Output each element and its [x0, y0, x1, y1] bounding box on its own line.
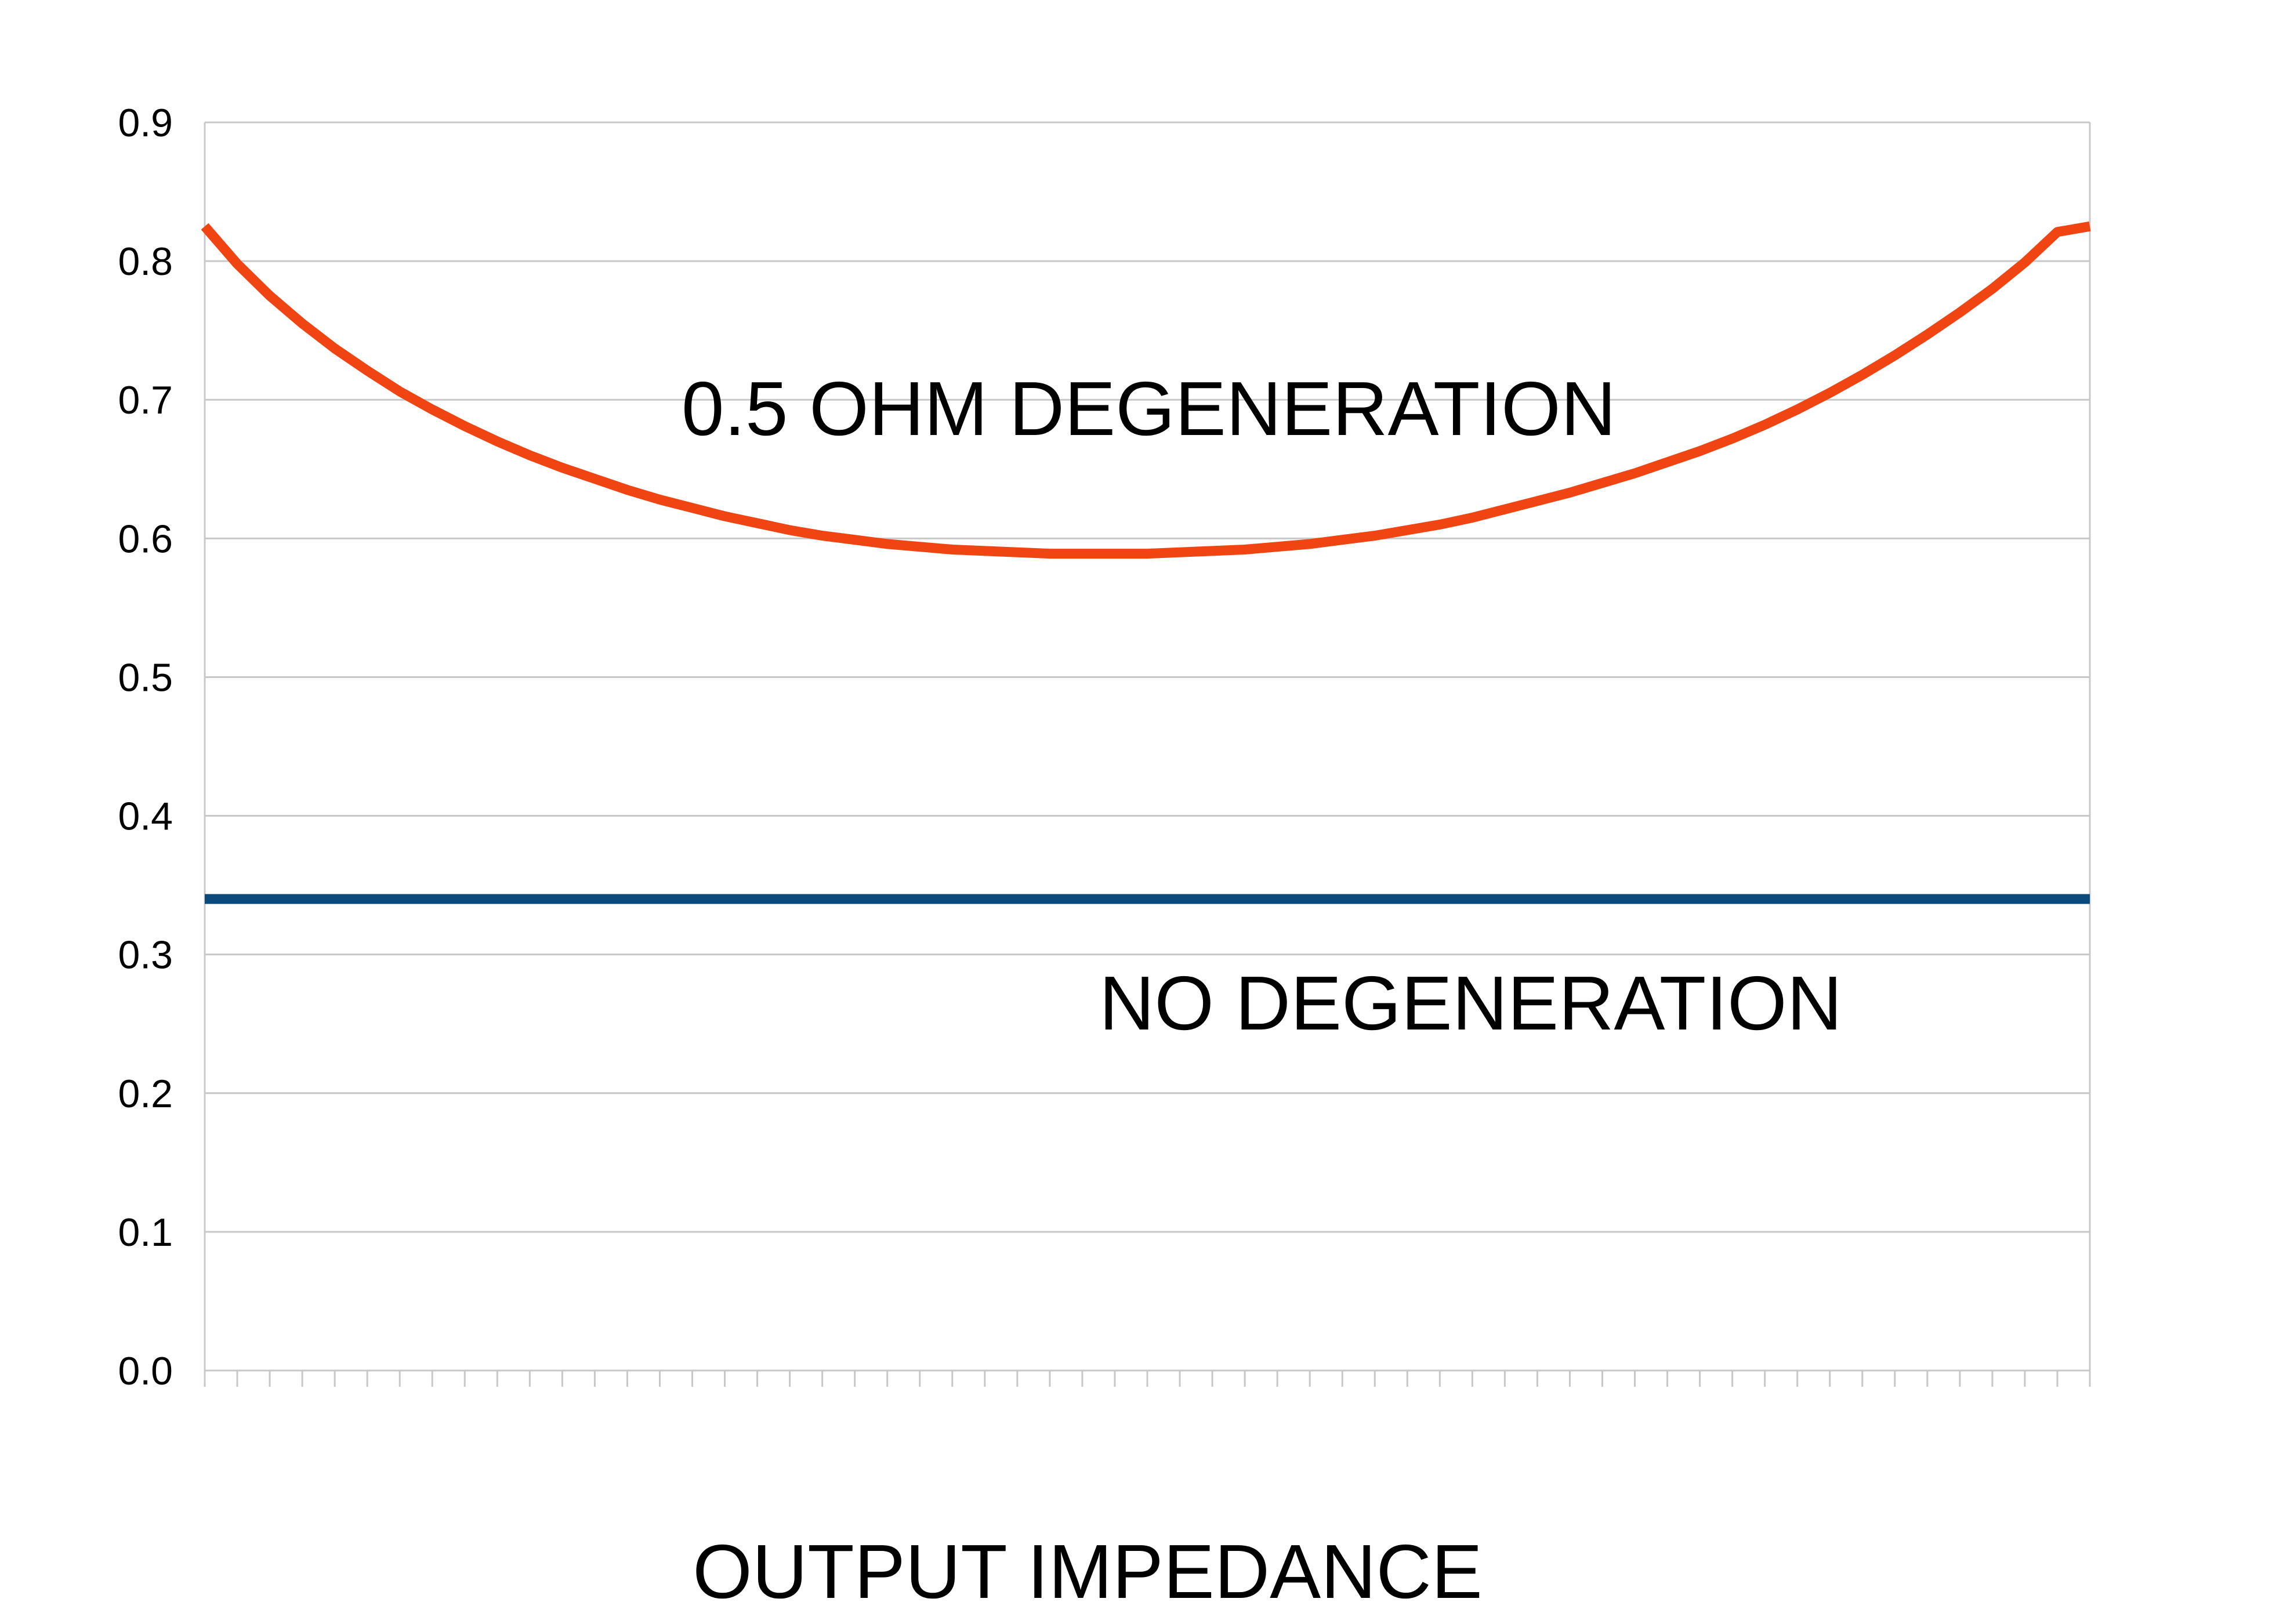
grid-lines	[205, 121, 2090, 1372]
y-tick-label: 0.6	[118, 517, 173, 561]
x-axis-ticks	[204, 1371, 2091, 1387]
series-label-degeneration: 0.5 OHM DEGENERATION	[682, 366, 1616, 451]
y-axis-tick-labels: 0.0 0.1 0.2 0.3 0.4 0.5 0.6 0.7 0.8 0.9	[118, 101, 173, 1393]
x-axis-title: OUTPUT IMPEDANCE	[693, 1529, 1483, 1614]
y-tick-label: 0.7	[118, 378, 173, 422]
y-tick-label: 0.9	[118, 101, 173, 145]
series-line-degeneration	[201, 221, 2091, 559]
axes	[204, 122, 2091, 1387]
series-lines	[201, 221, 2091, 904]
y-tick-label: 0.1	[118, 1210, 173, 1255]
y-tick-label: 0.3	[118, 933, 173, 977]
y-tick-label: 0.5	[118, 655, 173, 699]
y-tick-label: 0.8	[118, 240, 173, 284]
y-tick-label: 0.0	[118, 1349, 173, 1393]
series-label-no-degeneration: NO DEGENERATION	[1099, 960, 1842, 1046]
y-tick-label: 0.4	[118, 795, 173, 839]
y-tick-label: 0.2	[118, 1072, 173, 1116]
